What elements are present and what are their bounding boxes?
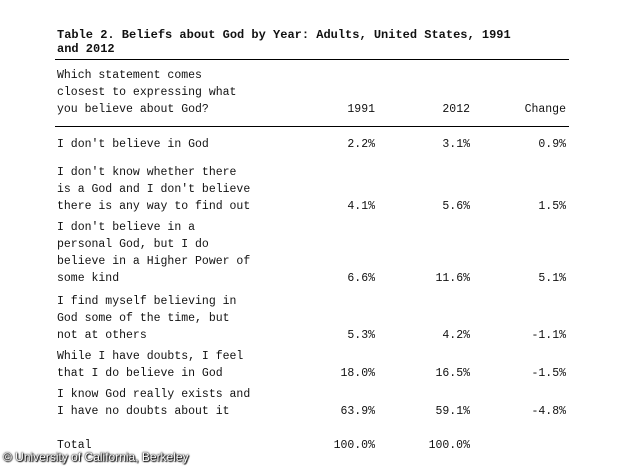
table-row: I don't believe in a personal God, but I… [57, 219, 569, 287]
row-label: I don't know whether there is a God and … [57, 166, 251, 213]
total-label: Total [57, 439, 92, 452]
cell-2012: 5.6% [442, 200, 470, 213]
row-label: I don't believe in a personal God, but I… [57, 221, 251, 285]
cell-change: -4.8% [531, 405, 566, 418]
cell-change: -1.1% [531, 329, 566, 342]
row-label: I know God really exists and I have no d… [57, 388, 251, 418]
question-header: Which statement comes closest to express… [57, 69, 237, 116]
cell-2012: 16.5% [435, 367, 470, 380]
table-row: I know God really exists and I have no d… [57, 386, 569, 420]
cell-2012: 4.2% [442, 329, 470, 342]
cell-change: 1.5% [538, 200, 566, 213]
table-row: While I have doubts, I feel that I do be… [57, 348, 569, 382]
header-bottom-rule [55, 126, 569, 127]
copyright-credit: © University of California, Berkeley [3, 450, 189, 464]
cell-change: 0.9% [538, 138, 566, 151]
row-label: While I have doubts, I feel that I do be… [57, 350, 244, 380]
cell-1991: 6.6% [347, 272, 375, 285]
total-2012: 100.0% [428, 439, 470, 452]
cell-1991: 2.2% [347, 138, 375, 151]
cell-2012: 11.6% [435, 272, 470, 285]
col-header-1991: 1991 [347, 103, 375, 116]
cell-1991: 63.9% [340, 405, 375, 418]
cell-2012: 59.1% [435, 405, 470, 418]
total-1991: 100.0% [333, 439, 375, 452]
cell-2012: 3.1% [442, 138, 470, 151]
header-top-rule [55, 59, 569, 60]
col-header-change: Change [524, 103, 566, 116]
row-label: I find myself believing in God some of t… [57, 295, 237, 342]
table-row: I find myself believing in God some of t… [57, 293, 569, 344]
table-title: Table 2. Beliefs about God by Year: Adul… [57, 28, 511, 56]
cell-change: -1.5% [531, 367, 566, 380]
cell-1991: 18.0% [340, 367, 375, 380]
row-label: I don't believe in God [57, 138, 209, 151]
total-row: Total 100.0% 100.0% [57, 437, 569, 454]
table-header: Which statement comes closest to express… [57, 67, 569, 118]
col-header-2012: 2012 [442, 103, 470, 116]
table-row: I don't know whether there is a God and … [57, 164, 569, 215]
cell-change: 5.1% [538, 272, 566, 285]
table-row: I don't believe in God 2.2% 3.1% 0.9% [57, 136, 569, 153]
cell-1991: 5.3% [347, 329, 375, 342]
cell-1991: 4.1% [347, 200, 375, 213]
